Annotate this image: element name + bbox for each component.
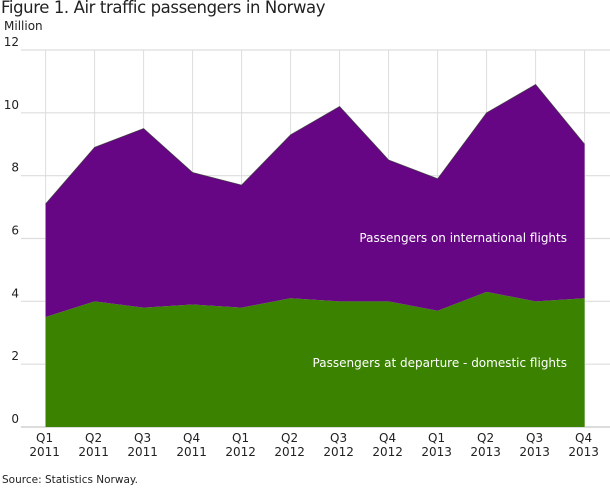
x-tick-label-year: 2013	[519, 445, 550, 459]
source-note: Source: Statistics Norway.	[2, 474, 138, 486]
y-tick-label: 8	[11, 161, 19, 175]
area-series-domestic	[45, 291, 585, 427]
area-series-international	[45, 84, 585, 318]
y-tick-label: 0	[11, 412, 19, 426]
x-tick-label-quarter: Q4	[183, 431, 200, 445]
x-tick-label-year: 2012	[323, 445, 354, 459]
x-tick-label-year: 2013	[421, 445, 452, 459]
x-tick-label-quarter: Q4	[575, 431, 592, 445]
x-tick-label-quarter: Q1	[232, 431, 249, 445]
x-tick-label-year: 2012	[274, 445, 305, 459]
x-tick-label-quarter: Q1	[428, 431, 445, 445]
series-label-international: Passengers on international flights	[359, 231, 567, 245]
y-tick-label: 12	[4, 35, 19, 49]
x-tick-label-quarter: Q1	[36, 431, 53, 445]
x-tick-label-quarter: Q3	[526, 431, 543, 445]
series-top-line	[45, 84, 585, 205]
x-tick-label-quarter: Q3	[330, 431, 347, 445]
x-tick-label-quarter: Q2	[477, 431, 494, 445]
x-tick-label-year: 2013	[568, 445, 599, 459]
y-tick-label: 4	[11, 286, 19, 300]
x-tick-label-year: 2011	[127, 445, 158, 459]
chart-title: Figure 1. Air traffic passengers in Norw…	[1, 0, 326, 17]
x-tick-label-year: 2012	[225, 445, 256, 459]
x-tick-label-year: 2011	[176, 445, 207, 459]
x-tick-label-year: 2012	[372, 445, 403, 459]
series-label-domestic: Passengers at departure - domestic fligh…	[313, 356, 567, 370]
x-tick-label-quarter: Q2	[85, 431, 102, 445]
x-tick-label-quarter: Q4	[379, 431, 396, 445]
y-tick-label: 10	[4, 98, 19, 112]
x-tick-label-year: 2013	[470, 445, 501, 459]
x-tick-label-year: 2011	[78, 445, 109, 459]
y-tick-label: 2	[11, 349, 19, 363]
x-tick-label-quarter: Q3	[134, 431, 151, 445]
x-tick-label-year: 2011	[29, 445, 60, 459]
x-tick-label-quarter: Q2	[281, 431, 298, 445]
y-tick-label: 6	[11, 224, 19, 238]
y-axis-unit-label: Million	[4, 19, 43, 33]
